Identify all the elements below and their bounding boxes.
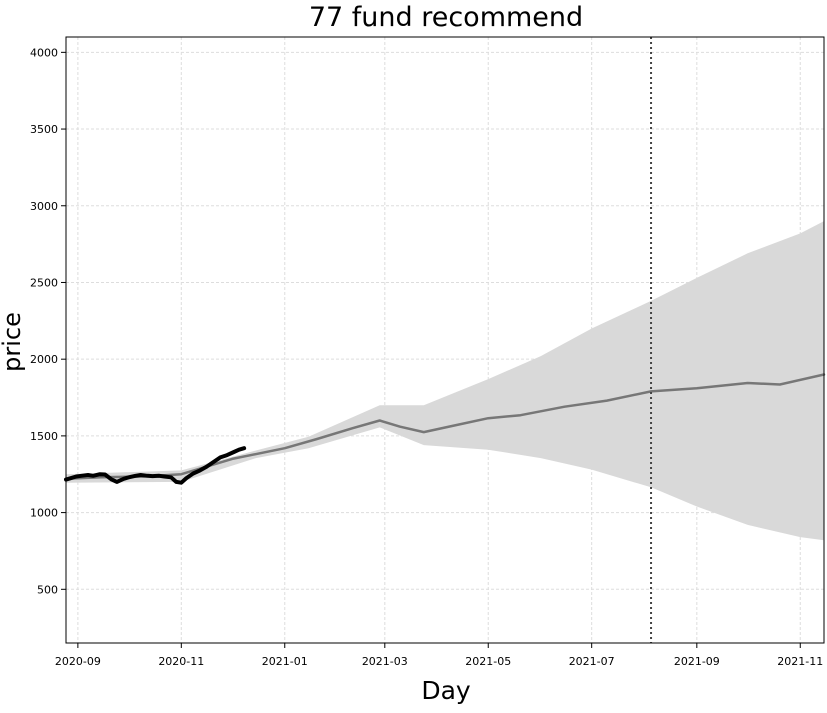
actual-price-line [64, 446, 247, 485]
y-tick-label: 1000 [30, 507, 58, 520]
x-tick-label: 2021-01 [262, 655, 308, 668]
y-tick-label: 1500 [30, 430, 58, 443]
x-tick-label: 2020-09 [55, 655, 101, 668]
chart-title: 77 fund recommend [309, 2, 583, 33]
y-tick-label: 3000 [30, 200, 58, 213]
y-axis-ticks: 500 1000 1500 2000 2500 3000 3500 4000 [30, 46, 66, 596]
x-tick-label: 2021-03 [362, 655, 408, 668]
y-tick-label: 2500 [30, 276, 58, 289]
interval-band [66, 221, 824, 541]
y-tick-label: 4000 [30, 46, 58, 59]
x-axis-ticks: 2020-09 2020-11 2021-01 2021-03 2021-05 2021-… [55, 643, 823, 668]
y-tick-label: 2000 [30, 353, 58, 366]
plot-frame [65, 36, 825, 644]
uncertainty-interval [66, 221, 824, 541]
actual-series-path [64, 446, 247, 485]
y-tick-label: 3500 [30, 123, 58, 136]
x-axis-label: Day [421, 676, 471, 705]
x-tick-label: 2021-07 [569, 655, 615, 668]
x-tick-label: 2021-11 [777, 655, 823, 668]
y-axis-label: price [0, 312, 26, 372]
x-tick-label: 2021-05 [465, 655, 511, 668]
x-tick-label: 2020-11 [158, 655, 204, 668]
y-tick-label: 500 [37, 583, 58, 596]
x-tick-label: 2021-09 [674, 655, 720, 668]
